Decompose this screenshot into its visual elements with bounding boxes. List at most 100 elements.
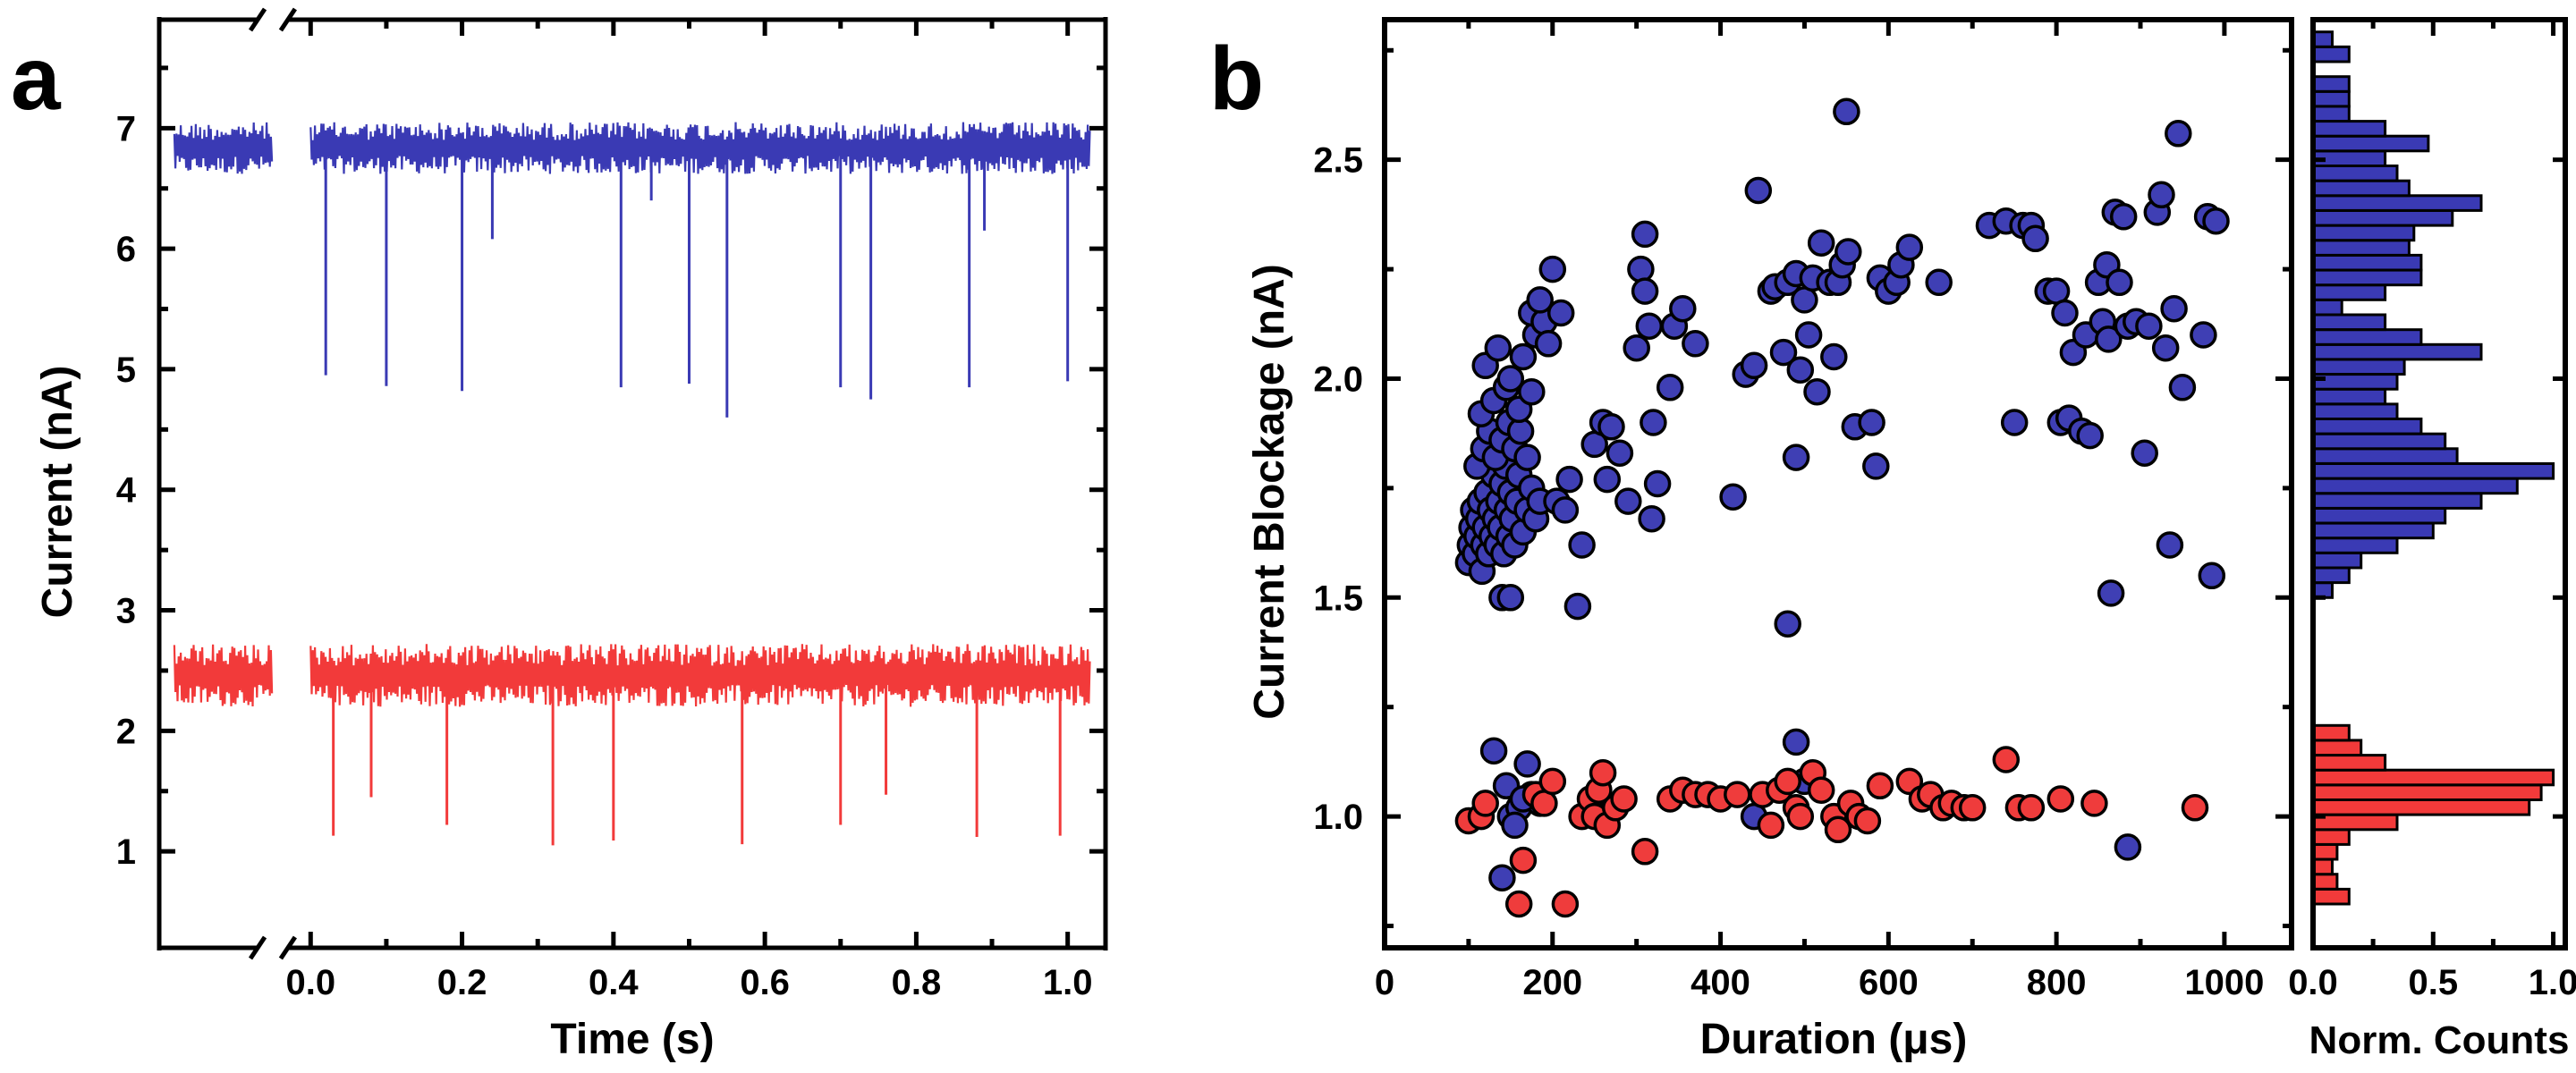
scatter-point-blue-105 [1833,97,1860,126]
scatter-point-blue-78 [1635,312,1664,340]
histogram-bar-blue-12 [2311,418,2423,435]
scatter-point-red-46 [1992,746,2021,773]
histogram-bar-blue-27 [2311,194,2483,212]
histogram-bar-red-5 [2311,828,2351,846]
scatter-point-red-5 [1504,890,1533,918]
scatter-point-red-18 [1631,838,1659,866]
histogram-bar-blue-17 [2311,342,2483,361]
histogram-bar-blue-6 [2311,506,2447,525]
scatter-point-blue-84 [1682,330,1709,358]
scatter-point-blue-71 [1593,465,1622,494]
histogram-bar-blue-31 [2311,134,2430,153]
histogram-bar-blue-2 [2311,566,2351,585]
scatter-point-blue-116 [1774,610,1801,638]
scatter-point-blue-108 [1858,409,1885,436]
histogram-bar-blue-15 [2311,373,2399,391]
chart-a-trace-red-segment-1 [173,644,274,707]
scatter-point-blue-60 [1534,330,1563,358]
scatter-point-blue-95 [1786,356,1815,384]
histogram-xtick-label-1: 1.0 [2529,963,2576,1002]
scatter-point-blue-72 [1606,439,1634,467]
chart-b-xtick-label-600: 600 [1859,963,1919,1002]
scatter-point-red-9 [1551,890,1580,918]
scatter-point-blue-75 [1627,255,1655,283]
histogram-bar-blue-35 [2311,75,2351,93]
histogram-xtick-label-0: 0.0 [2288,963,2338,1002]
chart-a-xtick-label-0.2: 0.2 [437,963,487,1002]
scatter-point-blue-140 [2109,203,2138,231]
histogram-bar-blue-24 [2311,239,2411,257]
chart-b-xlabel: Duration (μs) [1700,1016,1968,1063]
scatter-point-blue-127 [2051,299,2079,327]
chart-b-histogram: 0.0 0.5 1.0 [2288,17,2576,1002]
scatter-point-blue-164 [1501,811,1529,840]
scatter-point-blue-160 [1513,750,1541,778]
chart-a-xtick-label-1: 1.0 [1043,963,1093,1002]
histogram-bar-red-7 [2311,798,2531,816]
scatter-point-red-8 [1538,767,1567,796]
scatter-point-blue-143 [2131,439,2158,467]
histogram-bar-blue-21 [2311,283,2387,301]
histogram-bar-blue-26 [2311,209,2454,227]
scatter-point-red-26 [1757,811,1785,840]
scatter-point-red-32 [1807,776,1835,804]
histogram-bar-red-12 [2311,723,2351,742]
panel-letter-a: a [11,29,62,129]
scatter-point-blue-70 [1597,413,1625,441]
scatter-point-blue-86 [1719,483,1747,511]
scatter-point-blue-100 [1807,229,1835,257]
histogram-bar-red-10 [2311,754,2387,772]
chart-a-axis-break-mark-1 [248,7,267,32]
scatter-point-blue-92 [1769,338,1798,367]
chart-a-ytick-label-1: 1 [116,832,136,872]
scatter-point-blue-115 [1925,268,1953,297]
scatter-point-blue-109 [1862,452,1890,480]
scatter-point-blue-106 [1835,238,1862,266]
scatter-point-blue-52 [1496,365,1525,393]
scatter-point-red-38 [1866,772,1894,800]
scatter-point-blue-167 [1782,728,1810,756]
histogram-bar-blue-25 [2311,224,2416,242]
histogram-bar-red-3 [2311,858,2334,876]
scatter-point-red-45 [1958,794,1987,822]
scatter-point-red-34 [1824,815,1852,844]
scatter-point-blue-81 [1638,504,1665,533]
scatter-point-blue-154 [2198,562,2226,590]
scatter-point-blue-73 [1614,487,1642,515]
histogram-bar-blue-16 [2311,358,2406,376]
histogram-bar-blue-36 [2311,45,2351,63]
chart-a-axis-break-mark-3 [248,935,267,960]
chart-a-ytick-label-4: 4 [116,471,137,511]
chart-a-ytick-label-3: 3 [116,592,136,631]
scatter-point-red-3 [1471,790,1499,817]
scatter-point-blue-88 [1740,351,1768,380]
scatter-point-blue-64 [1568,531,1596,559]
scatter-point-blue-163 [1488,864,1516,891]
histogram-bar-red-11 [2311,739,2363,757]
scatter-point-blue-151 [2168,374,2197,401]
histogram-bar-blue-18 [2311,328,2423,346]
chart-a-ytick-label-7: 7 [116,109,136,148]
chart-b-ytick-label-1: 1.0 [1313,798,1363,837]
histogram-bar-blue-23 [2311,253,2423,272]
scatter-point-blue-120 [2000,409,2029,436]
chart-a-ylabel: Current (nA) [34,366,81,619]
scatter-point-blue-89 [1744,176,1773,205]
histogram-bar-blue-7 [2311,492,2483,510]
histogram-bar-red-9 [2311,768,2555,787]
chart-a-xtick-label-0.8: 0.8 [892,963,942,1002]
scatter-point-blue-132 [2076,421,2104,450]
scatter-point-red-24 [1724,781,1751,808]
chart-a-xtick-label-0.6: 0.6 [740,963,790,1002]
chart-b-xtick-label-400: 400 [1690,963,1750,1002]
chart-b-ylabel: Current Blockage (nA) [1246,264,1293,719]
histogram-bar-blue-19 [2311,313,2387,332]
histogram-bar-blue-11 [2311,432,2447,451]
chart-a-trace-red-segment-2 [309,644,1091,707]
histogram-bar-blue-3 [2311,551,2363,570]
scatter-point-blue-51 [1484,334,1513,362]
scatter-point-blue-147 [2151,334,2180,362]
histogram-bar-blue-10 [2311,447,2459,465]
scatter-point-red-28 [1774,767,1801,796]
